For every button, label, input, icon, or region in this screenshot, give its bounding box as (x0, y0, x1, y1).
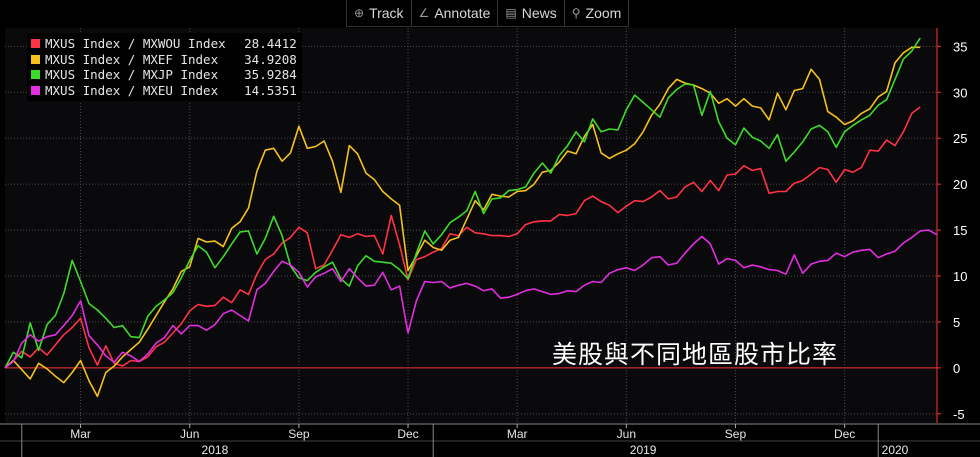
chart-legend: MXUS Index / MXWOU Index 28.4412 MXUS Ind… (27, 33, 302, 101)
x-tick-label: Mar (507, 427, 528, 441)
legend-item: MXUS Index / MXJP Index 35.9284 (31, 67, 297, 83)
y-tick-label: 0 (953, 361, 960, 376)
legend-swatch (31, 39, 40, 49)
annotate-label: Annotate (434, 5, 491, 21)
year-label: 2019 (630, 443, 657, 457)
legend-series-name: MXUS Index / MXEU Index (45, 82, 234, 98)
series-line-4 (4, 229, 938, 369)
x-tick-label: Mar (70, 427, 91, 441)
x-tick-label: Dec (397, 427, 418, 441)
y-tick-label: 20 (953, 177, 967, 192)
legend-item: MXUS Index / MXEU Index 14.5351 (31, 83, 297, 99)
y-tick-label: 35 (953, 39, 967, 54)
legend-swatch (31, 70, 40, 80)
year-label: 2020 (882, 443, 909, 457)
y-tick-label: 30 (953, 85, 967, 100)
x-tick-label: Jun (617, 427, 636, 441)
legend-last-value: 34.9208 (244, 51, 297, 67)
series-line-1 (4, 106, 921, 369)
y-tick-label: 10 (953, 269, 967, 284)
news-button[interactable]: ▤ News (498, 0, 565, 26)
legend-last-value: 35.9284 (244, 67, 297, 82)
legend-item: MXUS Index / MXEF Index 34.9208 (31, 52, 297, 68)
y-tick-label: 15 (953, 223, 967, 238)
pencil-icon: ∠ (418, 6, 430, 20)
y-tick-label: -5 (953, 407, 965, 422)
legend-last-value: 28.4412 (244, 36, 297, 51)
y-tick-label: 25 (953, 131, 967, 146)
chart-toolbar: ⊕ Track ∠ Annotate ▤ News ⚲ Zoom (346, 0, 630, 27)
newspaper-icon: ▤ (505, 6, 517, 20)
legend-series-name: MXUS Index / MXEF Index (45, 51, 234, 67)
track-label: Track (369, 5, 404, 21)
news-label: News (521, 5, 557, 21)
zoom-button[interactable]: ⚲ Zoom (565, 0, 629, 26)
x-tick-label: Jun (180, 427, 199, 441)
series-line-3 (4, 37, 921, 369)
zoom-label: Zoom (585, 5, 622, 21)
series-line-2 (4, 46, 921, 398)
x-tick-label: Dec (834, 427, 855, 441)
track-button[interactable]: ⊕ Track (347, 0, 412, 26)
legend-series-name: MXUS Index / MXWOU Index (45, 36, 234, 51)
year-label: 2018 (202, 443, 229, 457)
y-tick-label: 5 (953, 315, 960, 330)
magnifier-icon: ⚲ (571, 6, 581, 20)
crosshair-icon: ⊕ (354, 6, 365, 20)
chart-annotation: 美股與不同地區股市比率 (552, 340, 839, 369)
x-tick-label: Sep (288, 427, 310, 441)
legend-swatch (31, 85, 40, 95)
legend-swatch (31, 54, 40, 64)
legend-last-value: 14.5351 (244, 82, 297, 98)
annotate-button[interactable]: ∠ Annotate (412, 0, 499, 26)
legend-item: MXUS Index / MXWOU Index 28.4412 (31, 36, 297, 52)
x-tick-label: Sep (725, 427, 747, 441)
legend-series-name: MXUS Index / MXJP Index (45, 67, 234, 82)
